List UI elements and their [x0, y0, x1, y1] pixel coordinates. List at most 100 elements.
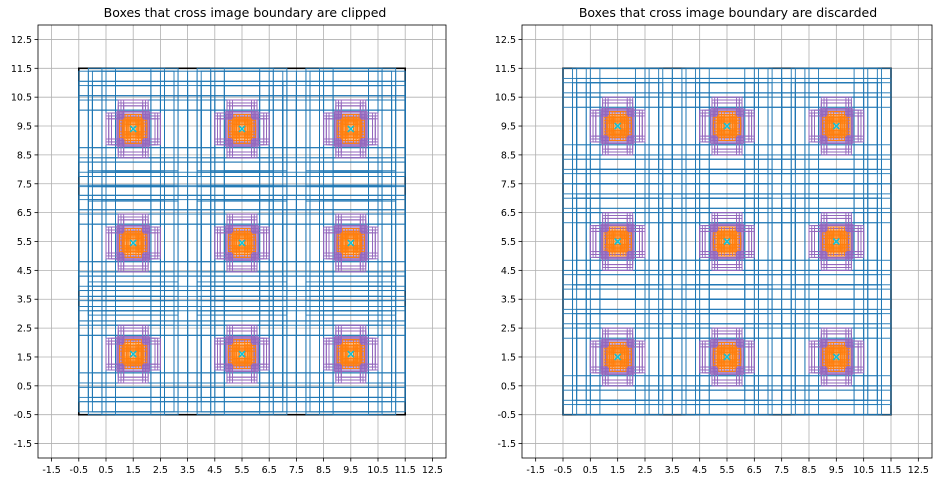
x-tick-label: 3.5: [180, 465, 195, 476]
center-marker: [614, 122, 622, 130]
center-marker: [238, 125, 246, 133]
anchor-box-large: [223, 170, 288, 287]
y-tick-label: 10.5: [495, 93, 516, 104]
y-tick-label: 12.5: [495, 35, 516, 46]
anchor-box-large: [332, 170, 397, 287]
y-tick-label: 7.5: [17, 179, 32, 190]
center-marker: [129, 350, 137, 358]
chart-left-plot: -1.5 -0.5 0.5 1.5 2.5 3.5 4.5 5.5 6.5 7.5 8.5 9.5 10…: [11, 24, 447, 476]
anchor-box-large: [223, 67, 288, 173]
x-tick-label: 0.5: [98, 465, 113, 476]
center-marker: [723, 237, 731, 246]
center-marker: [614, 237, 622, 246]
chart-left-ticks: -1.5 -0.5 0.5 1.5 2.5 3.5 4.5 5.5 6.5 7.5 8.5 9.5 10…: [11, 35, 443, 476]
chart-left-anchor-boxes: [78, 67, 406, 416]
x-tick-label: -0.5: [70, 465, 89, 476]
x-tick-label: -1.5: [42, 465, 61, 476]
center-marker: [129, 239, 137, 247]
y-tick-label: 5.5: [17, 237, 32, 248]
y-tick-label: -1.5: [13, 439, 32, 450]
x-tick-label: 9.5: [829, 465, 844, 476]
y-tick-label: 11.5: [11, 64, 32, 75]
y-tick-label: 2.5: [17, 324, 32, 335]
y-tick-label: -0.5: [497, 410, 516, 421]
center-marker: [832, 122, 840, 130]
center-marker: [347, 239, 355, 247]
anchor-box-large: [115, 170, 179, 287]
x-tick-label: 4.5: [692, 465, 707, 476]
x-tick-label: 7.5: [289, 465, 304, 476]
y-tick-label: 10.5: [11, 93, 32, 104]
x-tick-label: -0.5: [554, 465, 573, 476]
x-tick-label: 6.5: [747, 465, 762, 476]
chart-right: Boxes that cross image boundary are disc…: [495, 5, 933, 476]
chart-left-title: Boxes that cross image boundary are clip…: [104, 5, 387, 20]
anchor-box-large: [115, 67, 179, 173]
anchor-box-large: [818, 67, 882, 185]
x-tick-label: 1.5: [610, 465, 625, 476]
chart-right-title: Boxes that cross image boundary are disc…: [579, 5, 877, 20]
y-tick-label: 7.5: [501, 179, 516, 190]
center-marker: [832, 237, 840, 246]
x-tick-label: 5.5: [234, 465, 249, 476]
y-tick-label: 5.5: [501, 237, 516, 248]
x-tick-label: 12.5: [422, 465, 443, 476]
center-marker: [723, 122, 731, 130]
y-tick-label: 4.5: [501, 266, 516, 277]
y-tick-label: -1.5: [497, 439, 516, 450]
x-tick-label: 3.5: [665, 465, 680, 476]
anchor-box-large: [599, 67, 664, 185]
center-marker: [723, 353, 731, 361]
chart-right-centers: [614, 122, 840, 361]
x-tick-label: 5.5: [719, 465, 734, 476]
anchor-box-large: [781, 193, 892, 261]
y-tick-label: 6.5: [501, 208, 516, 219]
anchor-box-large: [781, 308, 892, 377]
chart-left-centers: [129, 125, 355, 358]
center-marker: [238, 350, 246, 358]
x-tick-label: 6.5: [262, 465, 277, 476]
center-marker: [347, 350, 355, 358]
x-tick-label: 4.5: [207, 465, 222, 476]
center-marker: [832, 353, 840, 361]
y-tick-label: 3.5: [17, 295, 32, 306]
y-tick-label: 8.5: [501, 150, 516, 161]
x-tick-label: 8.5: [316, 465, 331, 476]
y-tick-label: 12.5: [11, 35, 32, 46]
chart-right-plot: -1.5 -0.5 0.5 1.5 2.5 3.5 4.5 5.5 6.5 7.5 8.5 9.5 10…: [495, 24, 933, 476]
anchor-box-large: [781, 77, 892, 146]
y-tick-label: 1.5: [17, 352, 32, 363]
center-marker: [238, 239, 246, 247]
y-tick-label: -0.5: [13, 410, 32, 421]
anchor-box-large: [309, 306, 406, 374]
anchor-box-large: [332, 67, 397, 173]
anchor-box-large: [115, 281, 179, 398]
y-tick-label: 0.5: [17, 381, 32, 392]
chart-left-grid: [38, 25, 446, 458]
anchor-box-large: [309, 80, 406, 149]
chart-left: Boxes that cross image boundary are clip…: [11, 5, 447, 476]
y-tick-label: 3.5: [501, 295, 516, 306]
y-tick-label: 9.5: [17, 122, 32, 133]
y-tick-label: 9.5: [501, 122, 516, 133]
x-tick-label: 2.5: [153, 465, 168, 476]
center-marker: [614, 353, 622, 361]
y-tick-label: 6.5: [17, 208, 32, 219]
y-tick-label: 1.5: [501, 352, 516, 363]
x-tick-label: -1.5: [526, 465, 545, 476]
center-marker: [347, 125, 355, 133]
anchor-box-large: [309, 194, 406, 263]
anchor-box-large: [708, 67, 773, 185]
x-tick-label: 9.5: [343, 465, 358, 476]
x-tick-label: 10.5: [367, 465, 388, 476]
x-tick-label: 2.5: [637, 465, 652, 476]
y-tick-label: 0.5: [501, 381, 516, 392]
x-tick-label: 11.5: [880, 465, 901, 476]
x-tick-label: 12.5: [908, 465, 929, 476]
x-tick-label: 0.5: [583, 465, 598, 476]
x-tick-label: 1.5: [126, 465, 141, 476]
x-tick-label: 7.5: [774, 465, 789, 476]
x-tick-label: 11.5: [395, 465, 416, 476]
chart-right-anchor-boxes: [562, 67, 892, 416]
x-tick-label: 8.5: [801, 465, 816, 476]
